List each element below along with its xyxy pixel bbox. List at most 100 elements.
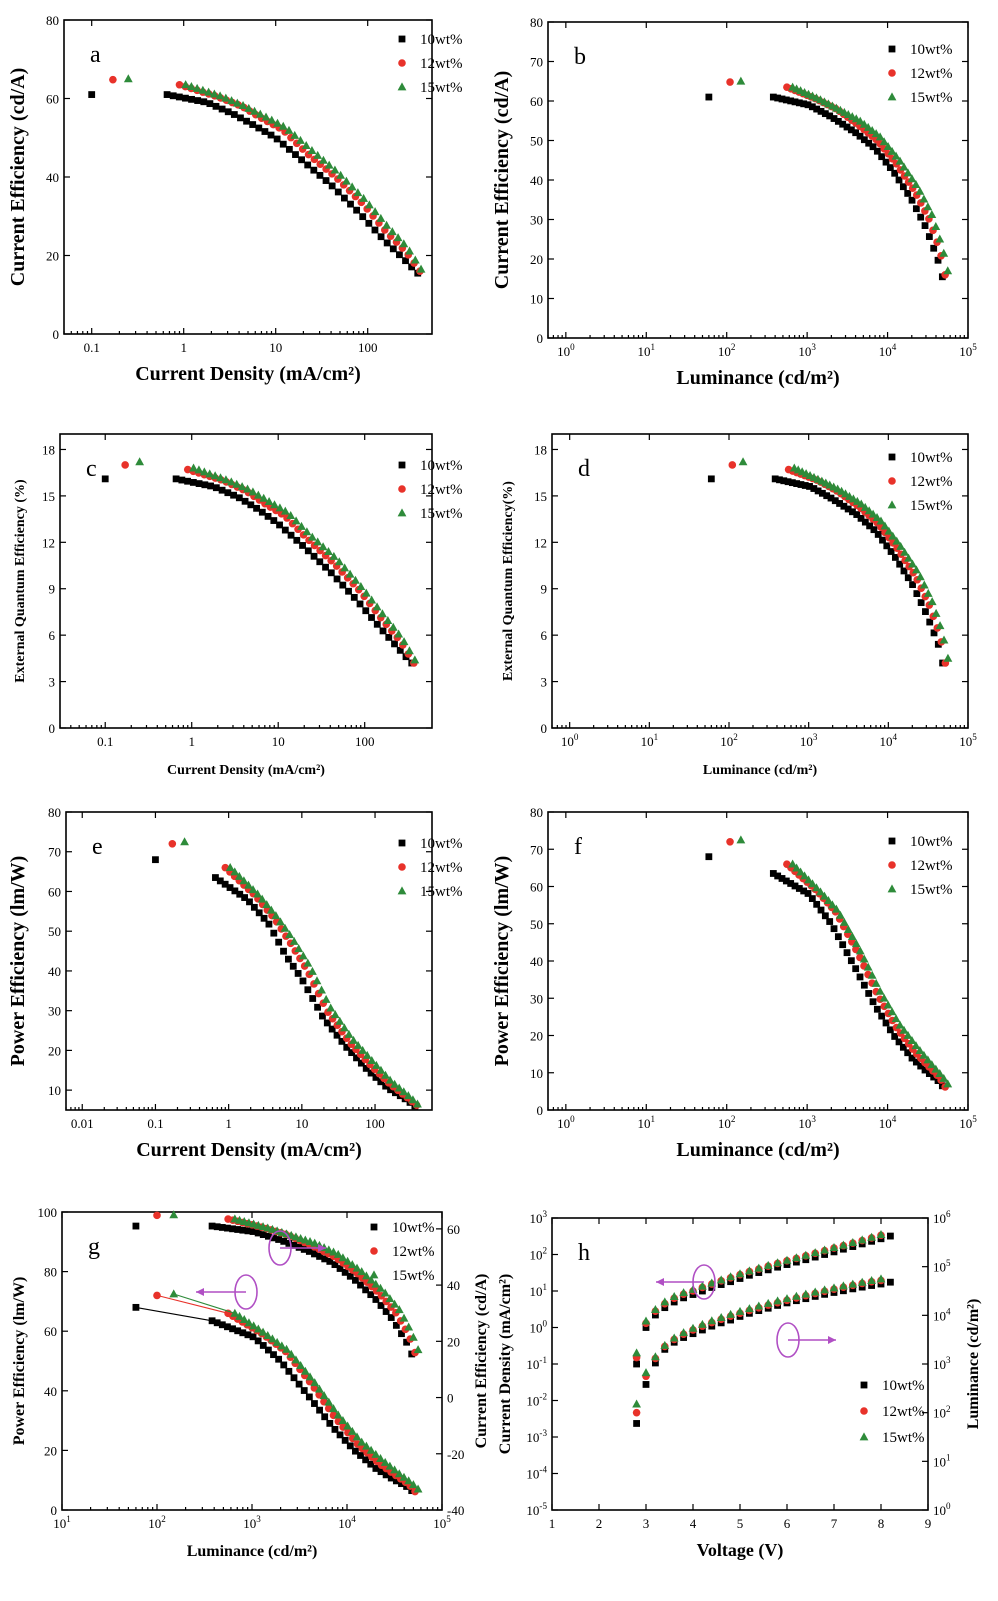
data-point [248,885,258,894]
y-tick-label: 40 [48,964,61,979]
data-point [263,1223,273,1232]
data-point [270,929,278,937]
data-point [261,112,271,121]
data-point [359,193,369,202]
legend-marker [887,92,897,101]
data-point [352,1276,359,1284]
data-point [356,600,364,608]
data-point [829,1242,839,1251]
data-point [276,521,283,529]
data-point [784,478,792,486]
data-point [899,1025,909,1034]
data-point [237,482,247,491]
chart-panel-a: 0.1 1 10 100 0 20 40 60 80 Current Density (mA/cm… [7,13,463,385]
y-right-tick-label: 101 [933,1452,951,1469]
y-axis-label: Current Efficiency (cd/A) [7,68,29,286]
legend-marker [859,1432,869,1441]
chart-panel-g: 101 102 103 104 105 0 20 40 60 80 100 -40 -20 0 20 40 60… [11,1205,490,1560]
data-point [285,145,293,153]
data-point [298,156,305,164]
data-point [939,635,949,644]
x-tick-label: 105 [433,1514,451,1531]
data-point [404,1476,414,1485]
data-point [923,202,933,211]
data-point [377,1468,385,1476]
legend-marker [370,1247,378,1255]
data-point [346,1272,354,1280]
data-point [310,1238,320,1247]
data-point [349,1035,358,1044]
data-point [896,541,906,550]
data-point [396,251,403,259]
data-point [808,103,816,111]
data-point [782,877,790,885]
data-point [305,1248,313,1255]
data-point [869,143,877,151]
data-point [387,227,397,236]
data-point [298,951,308,960]
y-right-tick-label: 103 [933,1355,951,1372]
data-point [186,82,196,91]
data-point [792,1253,801,1262]
data-point [399,1087,409,1096]
data-point [300,1387,308,1394]
data-point [261,128,269,135]
data-point [209,89,219,98]
data-point [873,147,881,155]
data-point [388,622,398,631]
data-point [309,995,317,1002]
data-point [333,1410,343,1419]
data-point [291,516,301,525]
y-right-tick-label: -20 [447,1447,464,1462]
data-point [305,1393,313,1401]
data-point [290,1374,298,1382]
data-point [787,880,795,887]
data-point [857,514,865,522]
data-point [922,608,929,615]
data-point [338,1253,348,1262]
data-point [370,207,380,216]
data-point [226,884,234,891]
data-point [172,475,180,483]
data-point [168,839,177,848]
x-tick-label: 101 [641,732,659,749]
data-point [339,1023,349,1032]
data-point [341,176,351,185]
data-point [357,1452,364,1459]
data-point [367,1460,375,1468]
data-point [943,653,953,662]
data-point [773,1296,782,1305]
data-point [346,1442,354,1450]
legend-label: 10wt% [910,834,953,850]
data-point [333,1249,343,1258]
data-point [371,1449,381,1458]
y-tick-label: 60 [48,884,61,899]
data-point [358,1045,368,1054]
data-point [817,107,825,115]
panel-letter: c [86,456,97,482]
data-point [385,1294,395,1303]
data-point [380,1288,390,1297]
data-point [390,1299,399,1308]
x-tick-label: 4 [690,1516,697,1531]
data-point [291,1232,301,1241]
data-point [788,479,796,487]
data-point [856,499,866,508]
data-point [319,1012,326,1020]
data-point [230,111,238,118]
data-point [886,1026,894,1034]
data-point [810,1248,820,1257]
x-tick-label: 8 [878,1516,885,1531]
data-point [329,1247,338,1256]
y-tick-label: 0 [537,1103,544,1118]
data-point [194,465,204,474]
data-point [895,1020,905,1029]
data-point [839,941,847,949]
data-point [808,879,817,888]
data-point [249,1321,259,1330]
data-point [787,97,795,105]
data-point [366,1275,376,1284]
legend-marker [398,863,406,871]
data-point [820,891,829,900]
data-point [241,497,249,505]
